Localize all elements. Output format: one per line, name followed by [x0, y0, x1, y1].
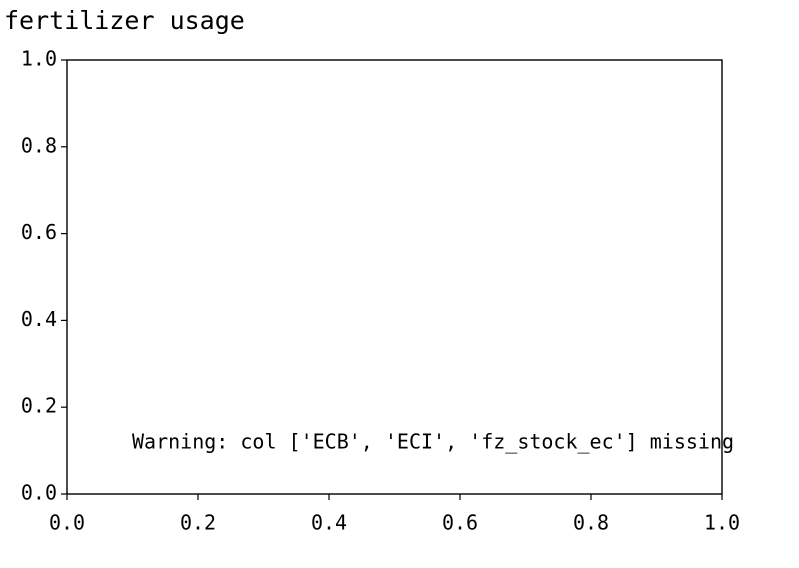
- x-tick-label: 0.4: [311, 511, 347, 535]
- y-tick-label: 0.4: [21, 307, 57, 331]
- x-tick-label: 1.0: [704, 511, 740, 535]
- annotation: Warning: col ['ECB', 'ECI', 'fz_stock_ec…: [132, 430, 734, 454]
- y-tick-label: 1.0: [21, 47, 57, 71]
- y-tick-label: 0.0: [21, 481, 57, 505]
- chart-title: fertilizer usage: [4, 6, 245, 35]
- x-tick-label: 0.8: [573, 511, 609, 535]
- x-tick-label: 0.0: [49, 511, 85, 535]
- y-tick-label: 0.2: [21, 394, 57, 418]
- x-tick-label: 0.6: [442, 511, 478, 535]
- y-tick-label: 0.8: [21, 133, 57, 157]
- x-tick-label: 0.2: [180, 511, 216, 535]
- plot-frame: [66, 59, 723, 495]
- y-tick-label: 0.6: [21, 220, 57, 244]
